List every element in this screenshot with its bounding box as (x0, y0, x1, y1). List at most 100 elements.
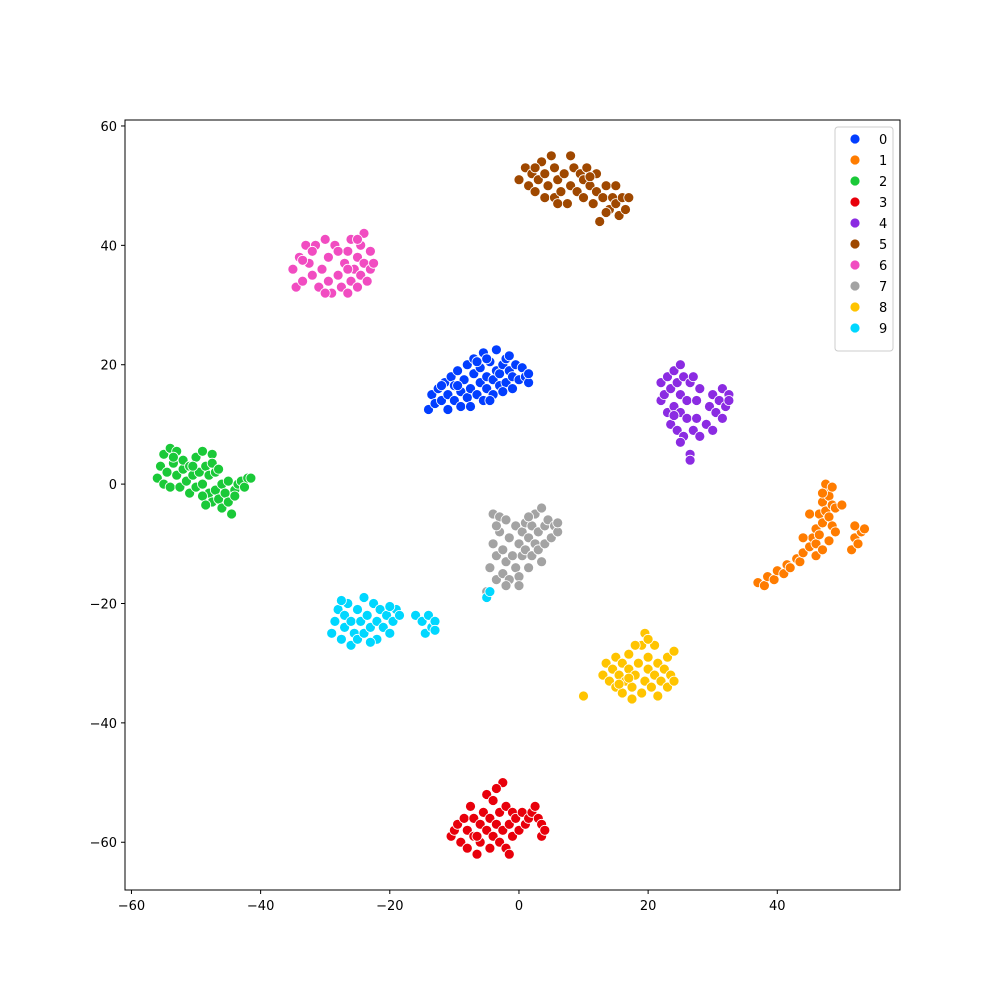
data-point-series-4 (681, 412, 693, 424)
x-tick-label: 20 (640, 899, 657, 914)
legend-marker-8 (849, 301, 861, 313)
data-point-series-1 (784, 562, 796, 574)
data-point-series-3 (484, 842, 496, 854)
data-point-series-1 (836, 499, 848, 511)
data-point-series-9 (384, 601, 396, 612)
data-point-series-4 (723, 395, 735, 406)
y-tick-label: 40 (100, 239, 117, 254)
data-point-series-8 (668, 675, 680, 687)
data-point-series-5 (545, 150, 557, 162)
data-point-series-5 (539, 168, 551, 180)
data-point-series-0 (442, 404, 454, 415)
data-point-series-8 (616, 687, 628, 699)
data-point-series-7 (484, 562, 496, 574)
data-point-series-8 (626, 693, 638, 705)
legend-label-8: 8 (879, 301, 887, 316)
data-point-series-7 (523, 511, 534, 523)
data-point-series-9 (429, 624, 441, 636)
data-point-series-2 (167, 451, 179, 463)
data-point-series-5 (565, 150, 576, 162)
data-point-series-3 (461, 842, 473, 854)
data-point-series-1 (830, 526, 841, 538)
data-point-series-0 (490, 344, 502, 356)
data-point-series-5 (578, 192, 589, 204)
data-point-series-2 (222, 475, 234, 487)
data-point-series-1 (823, 511, 835, 523)
legend-marker-1 (849, 154, 861, 166)
data-point-series-2 (213, 463, 225, 475)
legend: 0 1 2 3 4 5 6 7 8 9 (834, 126, 894, 352)
data-point-series-8 (629, 639, 641, 651)
data-point-series-5 (600, 180, 612, 192)
data-point-series-4 (694, 383, 706, 395)
data-point-series-6 (352, 281, 363, 293)
legend-label-9: 9 (879, 322, 887, 337)
y-tick-label: −20 (90, 597, 117, 612)
data-point-series-3 (503, 848, 515, 860)
data-point-series-0 (484, 395, 496, 406)
data-point-series-4 (675, 359, 686, 371)
legend-marker-5 (849, 238, 861, 250)
data-point-series-2 (187, 460, 199, 472)
legend-label-6: 6 (879, 259, 887, 274)
legend-marker-2 (849, 175, 861, 187)
data-point-series-2 (229, 490, 241, 502)
data-point-series-2 (226, 508, 238, 520)
data-point-series-9 (358, 592, 370, 603)
x-tick-label: −20 (376, 899, 403, 914)
legend-marker-7 (849, 280, 861, 292)
data-point-series-7 (513, 571, 525, 582)
data-point-series-5 (542, 180, 554, 192)
data-point-series-6 (322, 275, 334, 287)
legend-marker-0 (849, 133, 861, 145)
data-point-series-0 (452, 365, 464, 377)
legend-label-4: 4 (879, 217, 887, 232)
data-point-series-6 (322, 251, 334, 263)
data-point-series-1 (797, 532, 809, 544)
data-point-series-7 (507, 550, 518, 562)
data-point-series-4 (691, 395, 702, 406)
data-point-series-5 (558, 168, 570, 180)
data-point-series-1 (813, 529, 825, 541)
data-point-series-4 (687, 371, 699, 383)
x-tick-label: 0 (515, 899, 523, 914)
data-point-series-5 (555, 186, 567, 198)
x-tick-label: −60 (118, 899, 145, 914)
data-point-series-3 (539, 824, 551, 836)
data-point-series-8 (668, 645, 680, 657)
data-point-series-6 (306, 245, 318, 257)
y-tick-label: 20 (100, 359, 117, 374)
data-point-series-5 (620, 204, 631, 215)
data-point-series-7 (500, 514, 512, 526)
data-point-series-2 (161, 466, 173, 478)
data-point-series-0 (452, 380, 464, 392)
data-point-series-6 (297, 275, 309, 287)
y-tick-label: −40 (90, 717, 117, 732)
data-point-series-7 (523, 562, 534, 574)
data-point-series-7 (487, 538, 499, 550)
data-point-series-9 (361, 610, 373, 621)
data-point-series-4 (675, 436, 686, 448)
data-point-series-8 (642, 651, 654, 663)
data-point-series-6 (319, 233, 331, 245)
data-point-series-8 (626, 681, 638, 693)
data-point-series-0 (455, 401, 467, 412)
data-point-series-6 (287, 263, 299, 275)
data-point-series-8 (578, 690, 589, 702)
data-point-series-1 (859, 523, 870, 535)
y-tick-label: 0 (109, 478, 117, 493)
data-point-series-8 (623, 648, 635, 660)
data-point-series-0 (503, 350, 515, 362)
data-point-series-0 (461, 392, 473, 404)
data-point-series-5 (581, 162, 593, 174)
data-point-series-2 (197, 478, 208, 490)
data-point-series-8 (652, 690, 664, 702)
data-point-series-3 (487, 795, 499, 806)
data-point-series-7 (510, 562, 522, 574)
data-point-series-4 (691, 412, 702, 424)
x-axis: −60 −40 −20 0 20 40 (118, 890, 786, 914)
data-point-series-0 (507, 383, 518, 395)
data-point-series-5 (597, 192, 609, 204)
data-point-series-6 (306, 269, 318, 281)
data-point-series-6 (364, 245, 376, 257)
